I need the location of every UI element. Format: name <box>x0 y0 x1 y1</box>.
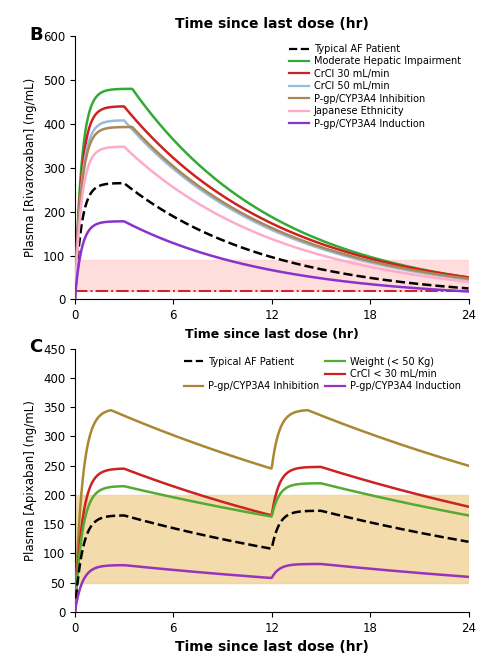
Y-axis label: Plasma [Rivaroxaban] (ng/mL): Plasma [Rivaroxaban] (ng/mL) <box>24 78 37 257</box>
X-axis label: Time since last dose (hr): Time since last dose (hr) <box>185 328 358 341</box>
Title: Time since last dose (hr): Time since last dose (hr) <box>175 17 369 31</box>
Bar <box>75 495 469 583</box>
Legend: Typical AF Patient, Moderate Hepatic Impairment, CrCl 30 mL/min, CrCl 50 mL/min,: Typical AF Patient, Moderate Hepatic Imp… <box>286 41 464 132</box>
X-axis label: Time since last dose (hr): Time since last dose (hr) <box>175 640 369 654</box>
Legend: Typical AF Patient, , P-gp/CYP3A4 Inhibition, Weight (< 50 Kg), CrCl < 30 mL/min: Typical AF Patient, , P-gp/CYP3A4 Inhibi… <box>181 353 464 394</box>
Text: B: B <box>29 26 43 43</box>
Y-axis label: Plasma [Apixaban] (ng/mL): Plasma [Apixaban] (ng/mL) <box>24 400 37 561</box>
Bar <box>75 260 469 291</box>
Text: C: C <box>29 338 43 356</box>
